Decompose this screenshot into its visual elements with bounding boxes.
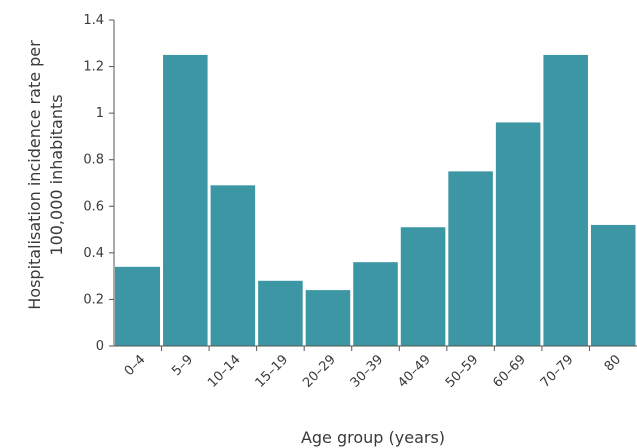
bar	[448, 171, 493, 346]
x-tick-label: 0–4	[122, 352, 149, 379]
x-tick-label: 70–79	[538, 352, 577, 391]
bar	[543, 54, 588, 347]
y-tick-label: 0.8	[83, 153, 104, 168]
bar	[400, 227, 446, 346]
bar	[258, 280, 303, 346]
y-axis-title: Hospitalisation incidence rate per 100,0…	[25, 40, 66, 310]
y-axis-title-line-2: 100,000 inhabitants	[47, 94, 66, 255]
x-tick-label: 15–19	[253, 352, 292, 391]
y-tick-label: 1	[96, 106, 104, 121]
bar	[353, 262, 398, 346]
bars	[115, 54, 636, 347]
y-tick-label: 0.6	[83, 199, 104, 214]
bar	[115, 266, 161, 346]
y-tick-label: 1.4	[83, 13, 104, 28]
x-tick-label: 40–49	[395, 352, 434, 391]
y-tick-label: 0	[96, 339, 104, 354]
bar	[163, 54, 208, 347]
y-axis-title-line-1: Hospitalisation incidence rate per	[25, 40, 44, 310]
bar	[305, 290, 351, 346]
x-tick-label: 60–69	[490, 352, 529, 391]
bar	[210, 185, 256, 346]
x-axis-title: Age group (years)	[301, 428, 445, 447]
x-axis: 0–4 5–9 10–14 15–19 20–29 30–39 40–49 50–59 60–6…	[114, 345, 637, 391]
bar	[495, 122, 541, 346]
y-tick-label: 1.2	[83, 60, 104, 75]
y-tick-label: 0.4	[83, 246, 104, 261]
x-tick-label: 10–14	[205, 352, 244, 391]
y-tick-label: 0.2	[83, 292, 104, 307]
y-axis: 0 0.2 0.4 0.6 0.8 1 1.2 1.4	[83, 13, 115, 354]
x-tick-label: 20–29	[300, 352, 339, 391]
x-tick-label: 5–9	[169, 352, 196, 379]
bar	[590, 224, 636, 346]
x-tick-label: 80	[602, 352, 624, 374]
x-tick-label: 30–39	[348, 352, 387, 391]
x-tick-label: 50–59	[443, 352, 482, 391]
